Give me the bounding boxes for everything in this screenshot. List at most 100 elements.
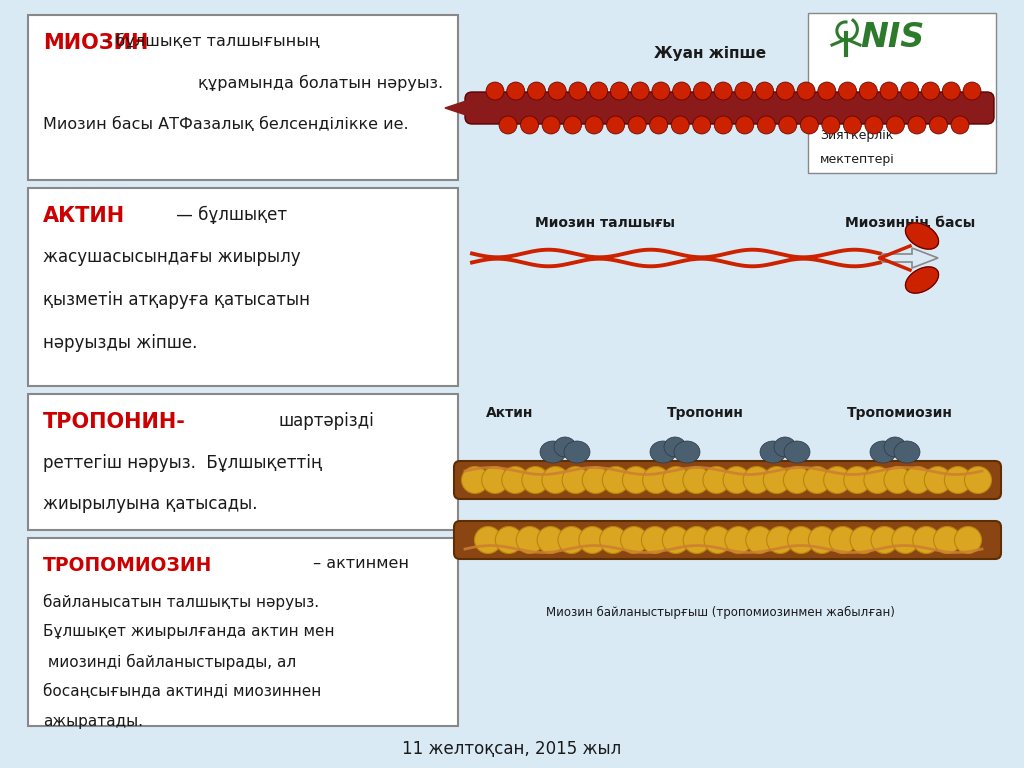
Text: Зияткерлік: Зияткерлік [820, 129, 893, 142]
Circle shape [542, 116, 560, 134]
Text: ТРОПОНИН-: ТРОПОНИН- [43, 412, 186, 432]
Circle shape [859, 82, 878, 100]
Text: - бұлшықет талшығының: - бұлшықет талшығының [43, 33, 319, 49]
Text: АКТИН: АКТИН [43, 206, 125, 226]
Ellipse shape [554, 437, 575, 457]
Text: жиырылуына қатысады.: жиырылуына қатысады. [43, 495, 257, 513]
Text: Актин: Актин [486, 406, 534, 420]
Circle shape [783, 466, 810, 494]
Circle shape [908, 116, 926, 134]
Circle shape [705, 527, 731, 554]
FancyBboxPatch shape [808, 13, 996, 173]
Text: байланысатын талшықты нәруыз.: байланысатын талшықты нәруыз. [43, 594, 319, 610]
Ellipse shape [664, 437, 686, 457]
Circle shape [844, 116, 861, 134]
Ellipse shape [564, 441, 590, 463]
Polygon shape [905, 267, 939, 293]
Circle shape [723, 466, 750, 494]
Text: МИОЗИН: МИОЗИН [43, 33, 148, 53]
Circle shape [735, 82, 753, 100]
Circle shape [631, 82, 649, 100]
Circle shape [865, 116, 883, 134]
Text: босаңсығында актинді миозиннен: босаңсығында актинді миозиннен [43, 684, 322, 699]
FancyBboxPatch shape [454, 461, 1001, 499]
Circle shape [558, 527, 585, 554]
Circle shape [787, 527, 814, 554]
Circle shape [602, 466, 630, 494]
Circle shape [643, 466, 670, 494]
Text: 11 желтоқсан, 2015 жыл: 11 желтоқсан, 2015 жыл [402, 740, 622, 758]
FancyBboxPatch shape [28, 538, 458, 726]
Circle shape [864, 466, 891, 494]
Circle shape [714, 116, 732, 134]
Circle shape [621, 527, 647, 554]
Text: – актинмен: – актинмен [308, 556, 409, 571]
Circle shape [538, 527, 564, 554]
FancyBboxPatch shape [465, 92, 994, 124]
Circle shape [725, 527, 752, 554]
Text: Назарбаев: Назарбаев [820, 105, 890, 118]
FancyBboxPatch shape [28, 394, 458, 530]
Text: миозинді байланыстырады, ал: миозинді байланыстырады, ал [43, 654, 296, 670]
Circle shape [462, 466, 488, 494]
Text: шартәрізді: шартәрізді [278, 412, 374, 430]
Text: Миозин байланыстырғыш (тропомиозинмен жабылған): Миозин байланыстырғыш (тропомиозинмен жа… [546, 606, 894, 619]
Circle shape [502, 466, 528, 494]
Circle shape [663, 527, 689, 554]
Circle shape [801, 116, 818, 134]
Circle shape [954, 527, 981, 554]
Circle shape [797, 82, 815, 100]
Circle shape [548, 82, 566, 100]
Ellipse shape [870, 441, 896, 463]
Circle shape [516, 527, 544, 554]
Circle shape [522, 466, 549, 494]
Circle shape [904, 466, 931, 494]
Polygon shape [905, 223, 939, 249]
Circle shape [823, 466, 851, 494]
Circle shape [714, 82, 732, 100]
Circle shape [481, 466, 509, 494]
Text: Тропонин: Тропонин [667, 406, 743, 420]
Circle shape [692, 116, 711, 134]
Circle shape [925, 466, 951, 494]
Circle shape [844, 466, 870, 494]
FancyBboxPatch shape [454, 521, 1001, 559]
Text: ТРОПОМИОЗИН: ТРОПОМИОЗИН [43, 556, 212, 575]
Circle shape [779, 116, 797, 134]
Circle shape [804, 466, 830, 494]
Text: Жуан жіпше: Жуан жіпше [654, 46, 766, 61]
Circle shape [623, 466, 649, 494]
Text: мектептері: мектептері [820, 153, 895, 166]
Ellipse shape [760, 441, 786, 463]
Circle shape [610, 82, 629, 100]
Ellipse shape [674, 441, 700, 463]
Circle shape [776, 82, 795, 100]
Ellipse shape [784, 441, 810, 463]
Circle shape [884, 466, 911, 494]
Circle shape [965, 466, 991, 494]
Circle shape [693, 82, 712, 100]
Text: ажыратады.: ажыратады. [43, 714, 143, 729]
Text: Тропомиозин: Тропомиозин [847, 406, 953, 420]
Text: құрамында болатын нәруыз.: құрамында болатын нәруыз. [198, 75, 443, 91]
Circle shape [951, 116, 969, 134]
Circle shape [763, 466, 791, 494]
Circle shape [767, 527, 794, 554]
Circle shape [934, 527, 961, 554]
Circle shape [641, 527, 669, 554]
Ellipse shape [894, 441, 920, 463]
Circle shape [892, 527, 919, 554]
Circle shape [808, 527, 836, 554]
Circle shape [745, 527, 773, 554]
Ellipse shape [540, 441, 566, 463]
Text: Миозин талшығы: Миозин талшығы [535, 216, 675, 230]
Circle shape [839, 82, 856, 100]
Circle shape [850, 527, 878, 554]
Circle shape [822, 116, 840, 134]
Circle shape [486, 82, 504, 100]
Ellipse shape [650, 441, 676, 463]
Circle shape [474, 527, 502, 554]
Text: — бұлшықет: — бұлшықет [171, 206, 287, 224]
Circle shape [702, 466, 730, 494]
Circle shape [583, 466, 609, 494]
